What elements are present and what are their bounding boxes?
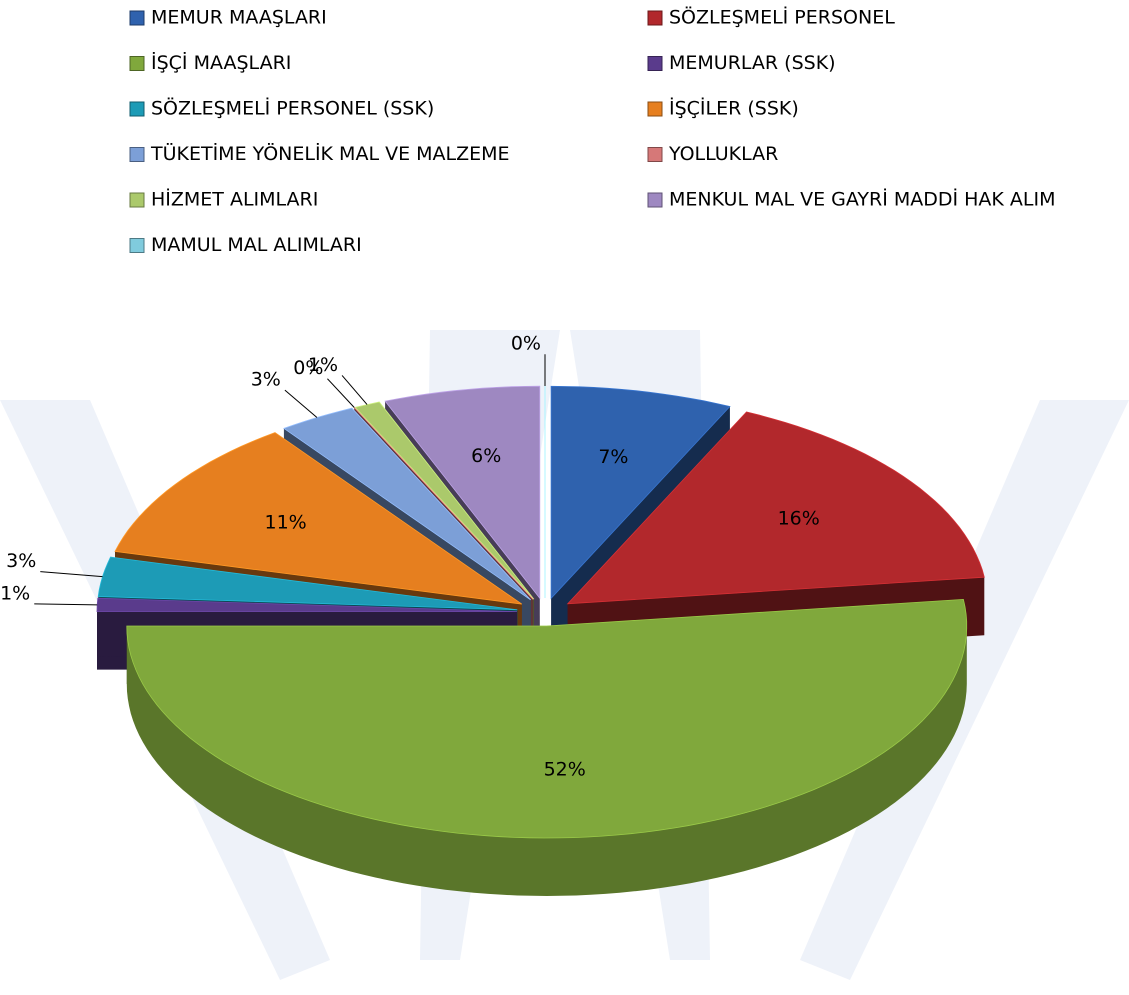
legend-label: MEMUR MAAŞLARI bbox=[151, 7, 327, 29]
legend-label: MAMUL MAL ALIMLARI bbox=[151, 234, 362, 256]
slice-top bbox=[354, 401, 535, 600]
legend-label: YOLLUKLAR bbox=[668, 143, 778, 165]
legend-swatch bbox=[647, 101, 663, 117]
slice-top bbox=[114, 432, 523, 605]
slice-top bbox=[550, 385, 731, 600]
data-label: 3% bbox=[251, 369, 281, 391]
legend-label: HİZMET ALIMLARI bbox=[151, 188, 318, 211]
leader-line bbox=[40, 571, 103, 578]
legend-label: MENKUL MAL VE GAYRİ MADDİ HAK ALIM bbox=[669, 188, 1056, 211]
data-label: 3% bbox=[6, 550, 36, 572]
legend-swatch bbox=[129, 10, 145, 26]
legend-swatch bbox=[129, 56, 145, 71]
slice-top bbox=[126, 598, 968, 839]
slice-top bbox=[354, 407, 534, 600]
legend-label: MEMURLAR (SSK) bbox=[669, 52, 836, 74]
legend-label: İŞÇİLER (SSK) bbox=[669, 97, 799, 120]
data-label: 0% bbox=[293, 357, 323, 379]
legend-label: SÖZLEŞMELİ PERSONEL (SSK) bbox=[151, 97, 434, 120]
legend-swatch bbox=[647, 10, 663, 26]
data-label: 1% bbox=[0, 582, 30, 604]
legend-swatch bbox=[129, 238, 145, 253]
data-label: 52% bbox=[544, 758, 586, 780]
data-label: 16% bbox=[778, 508, 820, 530]
leader-line bbox=[284, 389, 318, 418]
legend-label: İŞÇİ MAAŞLARI bbox=[151, 51, 291, 74]
legend-label: SÖZLEŞMELİ PERSONEL bbox=[669, 6, 895, 29]
legend-swatch bbox=[647, 147, 663, 162]
leader-line bbox=[34, 603, 98, 606]
leader-line bbox=[327, 378, 355, 408]
legend-swatch bbox=[129, 147, 145, 162]
data-label: 11% bbox=[265, 512, 307, 534]
data-label: 6% bbox=[471, 445, 501, 467]
slice-side bbox=[126, 626, 967, 896]
legend-swatch bbox=[129, 101, 145, 117]
legend-swatch bbox=[129, 192, 145, 208]
legend-swatch bbox=[647, 56, 663, 71]
slice-top bbox=[384, 385, 541, 600]
slice-top bbox=[566, 411, 985, 605]
legend-swatch bbox=[647, 192, 663, 208]
data-label: 0% bbox=[511, 333, 541, 355]
data-label: 7% bbox=[598, 446, 628, 468]
legend-label: TÜKETİME YÖNELİK MAL VE MALZEME bbox=[150, 142, 510, 165]
data-label: 1% bbox=[308, 354, 338, 376]
slice bbox=[126, 598, 968, 896]
leader-line bbox=[341, 375, 368, 405]
